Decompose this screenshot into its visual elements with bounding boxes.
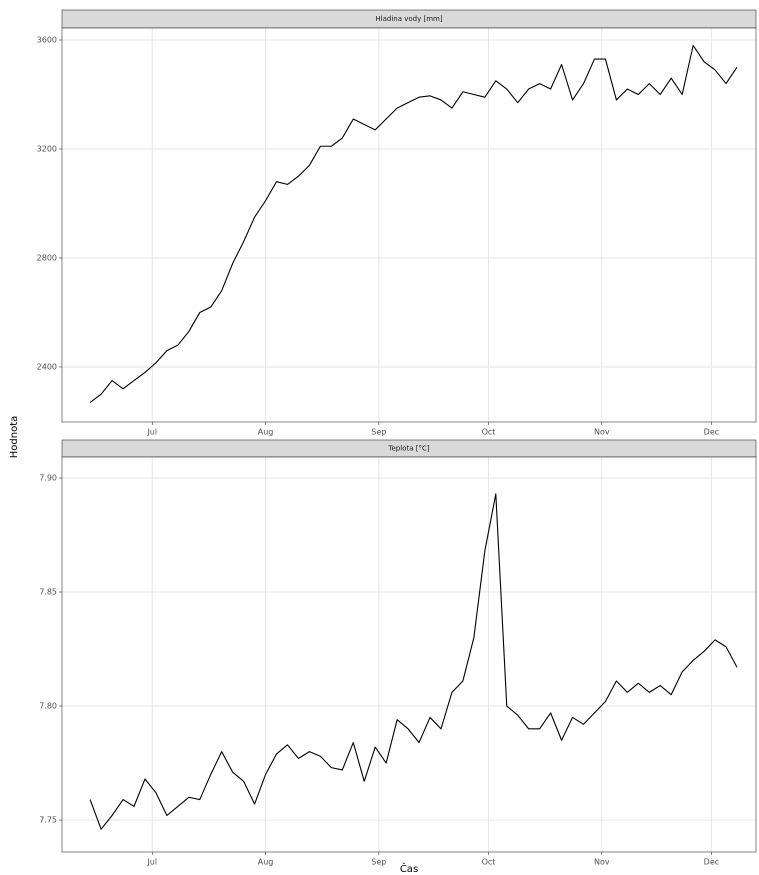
y-tick-label: 3200 xyxy=(37,144,57,153)
panel-border xyxy=(61,27,757,423)
y-tick-label: 7.85 xyxy=(39,588,57,597)
y-tick-label: 2800 xyxy=(37,253,57,262)
y-tick-label: 7.90 xyxy=(39,473,57,482)
line xyxy=(89,493,738,830)
y-tick-label: 7.75 xyxy=(39,816,57,825)
x-tick-label: Dec xyxy=(704,428,719,437)
x-tick-label: Jul xyxy=(146,428,157,437)
x-tick-label: Dec xyxy=(704,858,719,867)
x-tick-label: Oct xyxy=(482,858,496,867)
panel xyxy=(62,28,756,422)
strip-title: Teplota [°C] xyxy=(387,445,429,453)
strip-title: Hladina vody [mm] xyxy=(375,15,442,23)
x-tick-label: Sep xyxy=(371,858,386,867)
y-tick-label: 3600 xyxy=(37,35,57,44)
x-tick-label: Jul xyxy=(146,858,157,867)
y-tick-label: 2400 xyxy=(37,362,57,371)
x-tick-label: Oct xyxy=(482,428,496,437)
x-axis-title: Čas xyxy=(400,862,418,875)
panel xyxy=(62,457,756,852)
x-tick-label: Nov xyxy=(594,428,610,437)
x-tick-label: Sep xyxy=(371,428,386,437)
x-tick-label: Aug xyxy=(258,428,274,437)
x-tick-label: Nov xyxy=(594,858,610,867)
y-tick-label: 7.80 xyxy=(39,702,57,711)
panel-border xyxy=(61,456,757,853)
y-axis-title: Hodnota xyxy=(9,416,20,459)
line xyxy=(89,44,738,403)
x-tick-label: Aug xyxy=(258,858,274,867)
